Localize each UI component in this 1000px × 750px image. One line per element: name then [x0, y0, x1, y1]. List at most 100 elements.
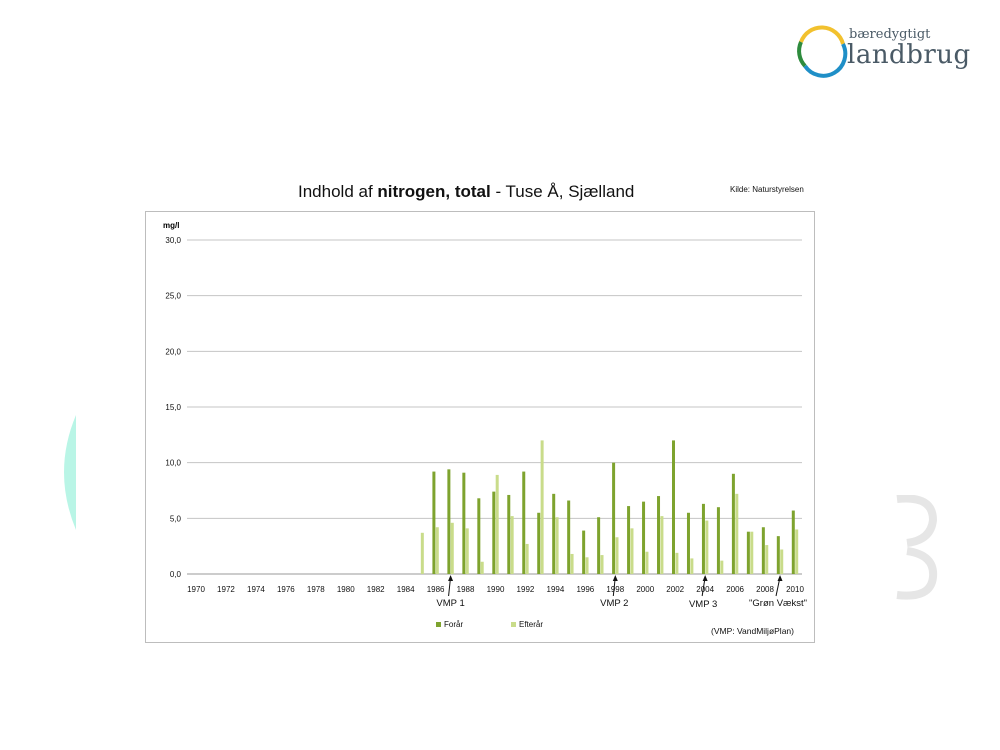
bar-efterar — [690, 558, 694, 574]
bar-forar — [552, 493, 556, 574]
x-tick-label: 1992 — [517, 585, 535, 594]
x-tick-label: 2000 — [636, 585, 654, 594]
bar-efterar — [495, 474, 499, 574]
bar-forar — [761, 527, 765, 574]
bar-efterar — [780, 549, 784, 574]
bar-forar — [716, 507, 720, 574]
annotation-vmp1: VMP 1 — [436, 598, 464, 609]
bar-forar — [477, 498, 481, 574]
bar-forar — [507, 494, 511, 574]
bar-forar — [537, 512, 541, 574]
annotation-vmp3-arrowhead — [702, 575, 708, 581]
x-tick-label: 1994 — [547, 585, 565, 594]
bar-forar — [791, 510, 795, 574]
bar-forar — [657, 496, 661, 574]
decorative-digit-right — [896, 495, 938, 600]
y-tick-label: 30,0 — [165, 236, 181, 245]
bar-efterar — [420, 532, 424, 574]
legend-swatch-efterar — [511, 622, 516, 628]
annotation-vmp3: VMP 3 — [689, 599, 717, 610]
bar-forar — [612, 462, 616, 574]
y-axis-label: mg/l — [163, 221, 179, 230]
bar-efterar — [735, 493, 739, 574]
vmp-note: (VMP: VandMiljøPlan) — [711, 626, 794, 636]
legend-item-forar: Forår — [436, 620, 463, 629]
bar-efterar — [510, 516, 514, 574]
bar-forar — [627, 506, 631, 574]
bar-efterar — [600, 555, 604, 574]
y-tick-label: 25,0 — [165, 292, 181, 301]
bar-forar — [672, 440, 675, 574]
bar-efterar — [675, 552, 679, 574]
decorative-arc-left — [64, 415, 76, 530]
annotation-gron-vaekst-arrowhead — [777, 575, 783, 581]
x-tick-label: 1980 — [337, 585, 355, 594]
bar-forar — [492, 491, 496, 574]
bar-forar — [582, 530, 586, 574]
y-tick-label: 20,0 — [165, 347, 181, 356]
bar-efterar — [450, 522, 454, 574]
x-tick-label: 1986 — [427, 585, 445, 594]
logo-line2: landbrug — [847, 40, 971, 70]
chart-frame — [145, 211, 815, 643]
logo-line1: bæredygtigt — [849, 27, 931, 42]
bar-efterar — [795, 529, 799, 574]
x-tick-label: 1990 — [487, 585, 505, 594]
company-logo: bæredygtigt landbrug — [795, 22, 970, 78]
bar-efterar — [720, 560, 724, 574]
bar-forar — [462, 472, 466, 574]
legend-label-efterar: Efterår — [519, 620, 544, 629]
bar-efterar — [750, 531, 754, 574]
y-tick-label: 15,0 — [165, 403, 181, 412]
x-tick-label: 1998 — [606, 585, 624, 594]
bar-forar — [776, 536, 780, 574]
bar-forar — [447, 469, 451, 574]
bar-forar — [567, 500, 571, 574]
bar-forar — [597, 517, 601, 574]
bar-efterar — [585, 557, 589, 574]
bar-efterar — [645, 551, 649, 574]
annotation-vmp2: VMP 2 — [600, 598, 628, 609]
annotation-vmp2-arrowhead — [612, 575, 618, 581]
x-tick-label: 1970 — [187, 585, 205, 594]
x-tick-label: 2010 — [786, 585, 804, 594]
x-tick-label: 1976 — [277, 585, 295, 594]
bar-efterar — [525, 543, 529, 574]
y-tick-label: 0,0 — [170, 570, 182, 579]
bar-forar — [642, 501, 646, 574]
bar-efterar — [765, 545, 769, 574]
x-tick-label: 2004 — [696, 585, 714, 594]
x-tick-label: 1972 — [217, 585, 235, 594]
bar-efterar — [540, 440, 544, 574]
bar-forar — [731, 473, 735, 574]
x-tick-label: 2008 — [756, 585, 774, 594]
bar-forar — [686, 512, 690, 574]
legend-label-forar: Forår — [444, 620, 464, 629]
bar-efterar — [615, 537, 619, 574]
bar-efterar — [660, 516, 664, 574]
x-tick-label: 2006 — [726, 585, 744, 594]
bar-forar — [746, 531, 750, 574]
annotation-gron-vaekst: "Grøn Vækst" — [749, 598, 807, 609]
legend-swatch-forar — [436, 622, 441, 628]
x-tick-label: 1978 — [307, 585, 325, 594]
x-tick-label: 1996 — [576, 585, 594, 594]
y-tick-label: 5,0 — [170, 514, 182, 523]
legend-item-efterar: Efterår — [511, 620, 543, 629]
bar-forar — [701, 503, 705, 574]
bar-efterar — [435, 527, 439, 574]
x-tick-label: 1984 — [397, 585, 415, 594]
chart-title: Indhold af nitrogen, total - Tuse Å, Sjæ… — [298, 182, 635, 201]
x-tick-label: 1974 — [247, 585, 265, 594]
bar-forar — [432, 471, 436, 574]
x-tick-label: 2002 — [666, 585, 684, 594]
bar-efterar — [570, 553, 574, 574]
bar-efterar — [480, 561, 484, 574]
bar-efterar — [630, 528, 634, 574]
x-tick-label: 1988 — [457, 585, 475, 594]
chart-source: Kilde: Naturstyrelsen — [730, 185, 804, 194]
bar-efterar — [465, 528, 469, 574]
x-tick-label: 1982 — [367, 585, 385, 594]
logo-ring-icon — [797, 25, 848, 78]
bar-efterar — [555, 517, 559, 574]
